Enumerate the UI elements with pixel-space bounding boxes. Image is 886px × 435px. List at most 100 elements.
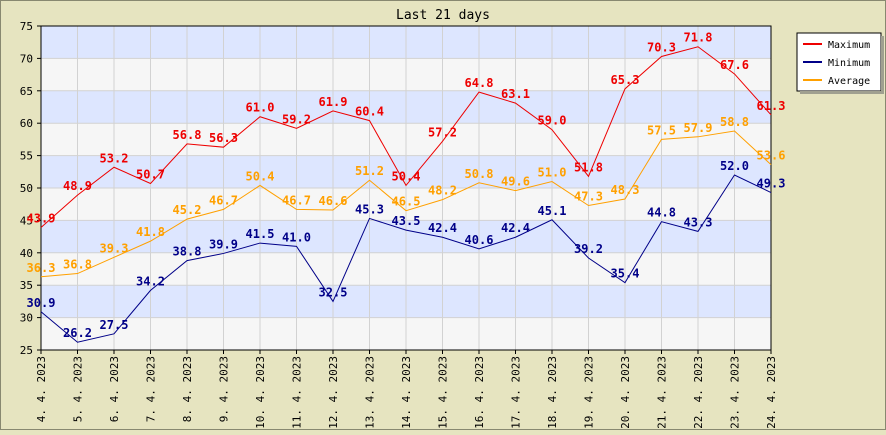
data-label: 70.3 [647,40,676,54]
data-label: 61.9 [319,95,348,109]
data-label: 57.2 [428,125,457,139]
data-label: 71.8 [684,31,713,45]
data-label: 40.6 [465,233,494,247]
data-label: 61.3 [757,99,786,113]
chart-title: Last 21 days [396,8,490,23]
data-label: 41.0 [282,230,311,244]
data-label: 39.2 [574,242,603,256]
x-tick-label: 16. 4. 2023 [473,356,486,429]
data-label: 42.4 [501,221,530,235]
legend-label: Maximum [828,40,870,51]
data-label: 38.8 [173,245,202,259]
y-tick-label: 35 [20,279,33,292]
y-tick-label: 70 [20,52,33,65]
y-tick-label: 40 [20,247,33,260]
data-label: 53.6 [757,149,786,163]
legend-label: Average [828,76,870,87]
y-tick-label: 45 [20,214,33,227]
data-label: 45.2 [173,203,202,217]
data-label: 41.8 [136,225,165,239]
x-tick-label: 24. 4. 2023 [765,356,778,429]
y-tick-label: 25 [20,344,33,357]
x-tick-label: 23. 4. 2023 [729,356,742,429]
data-label: 27.5 [100,318,129,332]
data-label: 50.4 [392,169,421,183]
data-label: 56.8 [173,128,202,142]
data-label: 56.3 [209,131,238,145]
y-tick-label: 60 [20,117,33,130]
y-tick-label: 65 [20,85,33,98]
series-lines [40,46,772,343]
gridlines [40,25,772,351]
data-label: 36.3 [27,261,56,275]
data-label: 48.2 [428,184,457,198]
data-label: 45.1 [538,204,567,218]
data-label: 42.4 [428,221,457,235]
data-label: 58.8 [720,115,749,129]
data-label: 34.2 [136,274,165,288]
y-tick-label: 50 [20,182,33,195]
x-tick-label: 14. 4. 2023 [400,356,413,429]
legend-shadow-bottom [800,91,884,94]
data-label: 60.4 [355,105,384,119]
data-label: 39.9 [209,237,238,251]
x-tick-label: 11. 4. 2023 [291,356,304,429]
x-tick-label: 19. 4. 2023 [583,356,596,429]
data-label: 61.0 [246,101,275,115]
data-label: 44.8 [647,206,676,220]
data-label: 46.6 [319,194,348,208]
data-label: 57.5 [647,123,676,137]
data-label: 59.0 [538,114,567,128]
data-label: 64.8 [465,76,494,90]
data-labels: 43.9 48.9 53.2 50.7 56.8 56.3 61.0 59.2 61.9 60.4… [27,31,786,340]
data-label: 49.6 [501,175,530,189]
data-label: 52.0 [720,159,749,173]
data-label: 49.3 [757,177,786,191]
data-label: 43.3 [684,215,713,229]
x-tick-label: 7. 4. 2023 [145,356,158,422]
data-label: 51.8 [574,160,603,174]
data-label: 47.3 [574,189,603,203]
x-tick-label: 8. 4. 2023 [181,356,194,422]
data-label: 65.3 [611,73,640,87]
legend-shadow [881,36,884,94]
data-label: 36.8 [63,258,92,272]
data-label: 53.2 [100,151,129,165]
x-tick-label: 12. 4. 2023 [327,356,340,429]
x-tick-label: 10. 4. 2023 [254,356,267,429]
x-tick-label: 6. 4. 2023 [108,356,121,422]
data-label: 48.9 [63,179,92,193]
x-tick-label: 5. 4. 2023 [72,356,85,422]
y-axis: 25 30 35 40 45 50 55 60 65 70 75 [20,20,41,357]
y-tick-label: 30 [20,312,33,325]
data-label: 43.5 [392,214,421,228]
data-label: 67.6 [720,58,749,72]
data-label: 48.3 [611,183,640,197]
data-label: 35.4 [611,267,640,281]
data-label: 39.3 [100,241,129,255]
x-tick-label: 22. 4. 2023 [692,356,705,429]
x-tick-label: 13. 4. 2023 [364,356,377,429]
data-label: 32.5 [319,285,348,299]
data-label: 59.2 [282,112,311,126]
y-tick-label: 55 [20,150,33,163]
data-label: 57.9 [684,121,713,135]
data-label: 50.8 [465,167,494,181]
data-label: 45.3 [355,202,384,216]
x-tick-label: 17. 4. 2023 [510,356,523,429]
data-label: 30.9 [27,296,56,310]
data-label: 43.9 [27,212,56,226]
x-tick-label: 21. 4. 2023 [656,356,669,429]
series-line-maximum [40,46,772,228]
data-label: 63.1 [501,87,530,101]
legend: Maximum Minimum Average [796,32,884,94]
data-label: 50.7 [136,167,165,181]
y-tick-label: 75 [20,20,33,33]
x-tick-label: 4. 4. 2023 [35,356,48,422]
data-label: 41.5 [246,227,275,241]
legend-label: Minimum [828,58,870,69]
x-tick-label: 9. 4. 2023 [218,356,231,422]
data-label: 26.2 [63,326,92,340]
